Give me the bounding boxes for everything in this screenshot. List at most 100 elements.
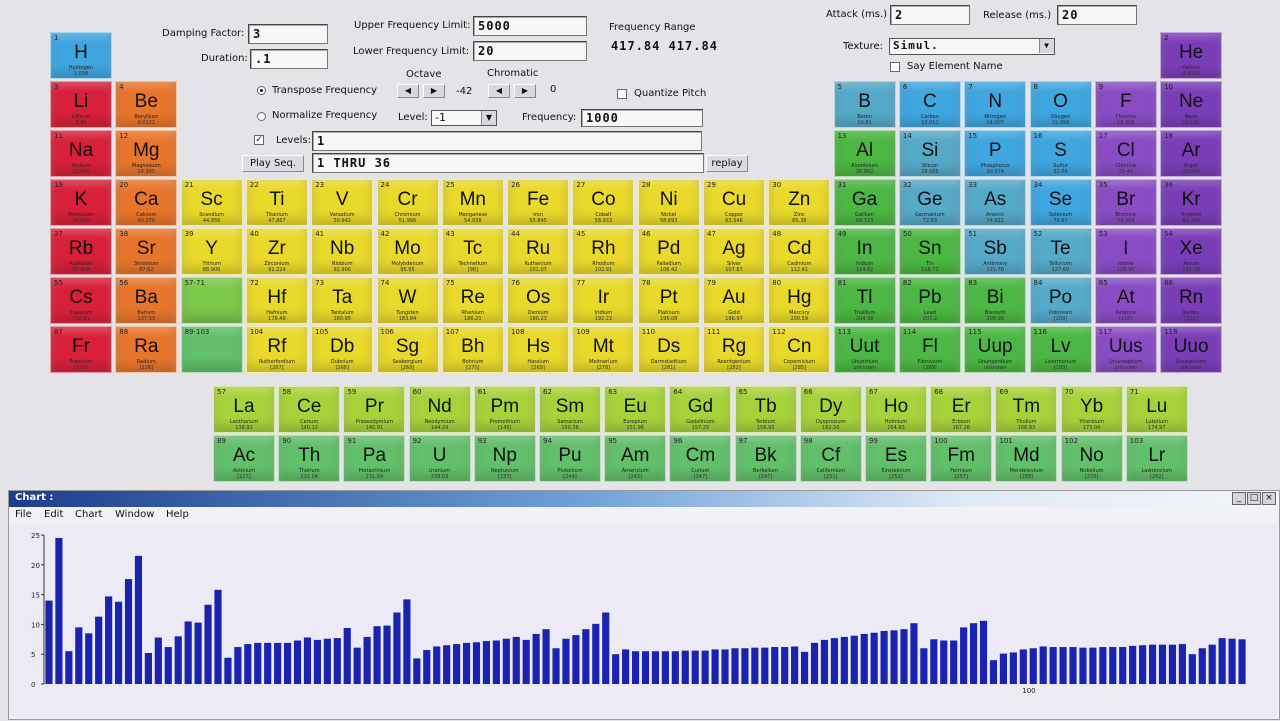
element-tm[interactable]: 69 Tm Thulium 168.93: [995, 386, 1058, 433]
element-mo[interactable]: 42 Mo Molybdenum 95.95: [376, 228, 439, 275]
element-uus[interactable]: 117 Uus Ununseptium unknown: [1094, 326, 1157, 373]
level-select[interactable]: -1 ▼: [431, 110, 497, 126]
element-ac[interactable]: 89 Ac Actinium [227]: [213, 435, 275, 482]
element-pa[interactable]: 91 Pa Protactinium 231.04: [343, 435, 406, 482]
play-seq-button[interactable]: Play Seq.: [242, 155, 304, 172]
element-er[interactable]: 68 Er Erbium 167.26: [930, 386, 993, 433]
element-fm[interactable]: 100 Fm Fermium [257]: [930, 435, 993, 482]
element-p[interactable]: 15 P Phosphorus 30.974: [964, 130, 1027, 177]
element-ca[interactable]: 20 Ca Calcium 40.078: [115, 179, 178, 226]
element-v[interactable]: 23 V Vanadium 50.942: [311, 179, 374, 226]
element-mg[interactable]: 12 Mg Magnesium 24.305: [115, 130, 178, 177]
element-li[interactable]: 3 Li Lithium 6.94: [50, 81, 112, 128]
element-w[interactable]: 74 W Tungsten 183.84: [376, 277, 439, 324]
element-es[interactable]: 99 Es Einsteinium [252]: [865, 435, 927, 482]
element-cm[interactable]: 96 Cm Curium [247]: [669, 435, 732, 482]
element-ho[interactable]: 67 Ho Holmium 164.93: [865, 386, 927, 433]
element-ne[interactable]: 10 Ne Neon 20.180: [1160, 81, 1223, 128]
frequency-field[interactable]: 1000: [581, 109, 703, 127]
element-he[interactable]: 2 He Helium 4.0026: [1160, 32, 1223, 79]
element-rh[interactable]: 45 Rh Rhodium 102.91: [572, 228, 635, 275]
element-mn[interactable]: 25 Mn Manganese 54.938: [441, 179, 504, 226]
element-po[interactable]: 84 Po Polonium [209]: [1029, 277, 1092, 324]
chevron-down-icon[interactable]: ▼: [481, 111, 496, 125]
element-as[interactable]: 33 As Arsenic 74.922: [964, 179, 1027, 226]
element-la[interactable]: 57 La Lanthanum 138.91: [213, 386, 275, 433]
element-tc[interactable]: 43 Tc Technetium [98]: [441, 228, 504, 275]
sequence-field[interactable]: 1 THRU 36: [312, 153, 704, 173]
element-co[interactable]: 27 Co Cobalt 58.933: [572, 179, 635, 226]
element-nd[interactable]: 60 Nd Neodymium 144.24: [408, 386, 471, 433]
element-hf[interactable]: 72 Hf Hafnium 178.49: [245, 277, 308, 324]
replay-button[interactable]: replay: [706, 155, 748, 172]
octave-left-button[interactable]: ◀: [397, 84, 419, 98]
chart-title-bar[interactable]: Chart : _ □ ×: [9, 491, 1279, 507]
element-o[interactable]: 8 O Oxygen 15.999: [1029, 81, 1092, 128]
element-ds[interactable]: 110 Ds Darmstadtium [281]: [637, 326, 700, 373]
element-range-57-71[interactable]: 57-71: [180, 277, 243, 324]
element-uut[interactable]: 113 Uut Ununtrium unknown: [833, 326, 896, 373]
element-pm[interactable]: 61 Pm Promethium [145]: [473, 386, 536, 433]
element-cl[interactable]: 17 Cl Chlorine 35.45: [1094, 130, 1157, 177]
element-pr[interactable]: 59 Pr Praseodymium 140.91: [343, 386, 406, 433]
element-tb[interactable]: 65 Tb Terbium 158.93: [734, 386, 797, 433]
element-zr[interactable]: 40 Zr Zirconium 91.224: [245, 228, 308, 275]
element-i[interactable]: 53 I Iodine 126.90: [1094, 228, 1157, 275]
element-db[interactable]: 105 Db Dubnium [268]: [311, 326, 374, 373]
element-no[interactable]: 102 No Nobelium [259]: [1060, 435, 1123, 482]
element-fr[interactable]: 87 Fr Francium [223]: [50, 326, 112, 373]
chevron-down-icon[interactable]: ▼: [1039, 39, 1054, 53]
element-pb[interactable]: 82 Pb Lead 207.2: [898, 277, 961, 324]
element-tl[interactable]: 81 Tl Thallium 204.38: [833, 277, 896, 324]
element-sb[interactable]: 51 Sb Antimony 121.76: [964, 228, 1027, 275]
close-icon[interactable]: ×: [1262, 492, 1276, 505]
upper-frequency-field[interactable]: 5000: [473, 16, 587, 36]
element-uuo[interactable]: 118 Uuo Ununoctium unknown: [1160, 326, 1223, 373]
element-ta[interactable]: 73 Ta Tantalum 180.95: [311, 277, 374, 324]
element-dy[interactable]: 66 Dy Dysprosium 162.50: [799, 386, 862, 433]
element-ru[interactable]: 44 Ru Ruthenium 101.07: [507, 228, 570, 275]
levels-field[interactable]: 1: [312, 131, 702, 151]
attack-field[interactable]: 2: [890, 5, 970, 25]
say-element-name-checkbox[interactable]: [890, 62, 900, 72]
element-md[interactable]: 101 Md Mendelevium [258]: [995, 435, 1058, 482]
element-os[interactable]: 76 Os Osmium 190.23: [507, 277, 570, 324]
quantize-pitch-checkbox[interactable]: [617, 89, 627, 99]
element-re[interactable]: 75 Re Rhenium 186.21: [441, 277, 504, 324]
element-sg[interactable]: 106 Sg Seaborgium [269]: [376, 326, 439, 373]
element-h[interactable]: 1 H Hydrogen 1.008: [50, 32, 112, 79]
element-ba[interactable]: 56 Ba Barium 137.33: [115, 277, 178, 324]
element-bk[interactable]: 97 Bk Berkelium [247]: [734, 435, 797, 482]
element-ag[interactable]: 47 Ag Silver 107.87: [703, 228, 765, 275]
element-mt[interactable]: 109 Mt Meitnerium [278]: [572, 326, 635, 373]
maximize-icon[interactable]: □: [1247, 492, 1261, 505]
element-uup[interactable]: 115 Uup Ununpentium unknown: [964, 326, 1027, 373]
octave-right-button[interactable]: ▶: [423, 84, 445, 98]
element-y[interactable]: 39 Y Yttrium 88.906: [180, 228, 243, 275]
element-kr[interactable]: 36 Kr Krypton 83.798: [1160, 179, 1223, 226]
element-gd[interactable]: 64 Gd Gadolinium 157.25: [669, 386, 732, 433]
menu-edit[interactable]: Edit: [44, 509, 64, 520]
levels-checkbox[interactable]: ✓: [254, 135, 264, 145]
release-field[interactable]: 20: [1057, 5, 1137, 25]
element-sc[interactable]: 21 Sc Scandium 44.956: [180, 179, 243, 226]
element-s[interactable]: 16 S Sulfur 32.06: [1029, 130, 1092, 177]
chromatic-left-button[interactable]: ◀: [488, 84, 510, 98]
element-rf[interactable]: 104 Rf Rutherfordium [267]: [245, 326, 308, 373]
element-na[interactable]: 11 Na Sodium 22.990: [50, 130, 112, 177]
element-se[interactable]: 34 Se Selenium 78.97: [1029, 179, 1092, 226]
element-sn[interactable]: 50 Sn Tin 118.71: [898, 228, 961, 275]
element-hs[interactable]: 108 Hs Hassium [269]: [507, 326, 570, 373]
element-pd[interactable]: 46 Pd Palladium 106.42: [637, 228, 700, 275]
element-hg[interactable]: 80 Hg Mercury 200.59: [768, 277, 831, 324]
element-cn[interactable]: 112 Cn Copernicium [285]: [768, 326, 831, 373]
element-b[interactable]: 5 B Boron 10.81: [833, 81, 896, 128]
element-ga[interactable]: 31 Ga Gallium 69.723: [833, 179, 896, 226]
normalize-radio[interactable]: [257, 112, 266, 121]
element-cs[interactable]: 55 Cs Caesium 132.91: [50, 277, 112, 324]
damping-field[interactable]: 3: [248, 24, 328, 44]
element-c[interactable]: 6 C Carbon 12.011: [898, 81, 961, 128]
element-n[interactable]: 7 N Nitrogen 14.007: [964, 81, 1027, 128]
element-lr[interactable]: 103 Lr Lawrencium [262]: [1125, 435, 1188, 482]
element-k[interactable]: 19 K Potassium 39.098: [50, 179, 112, 226]
